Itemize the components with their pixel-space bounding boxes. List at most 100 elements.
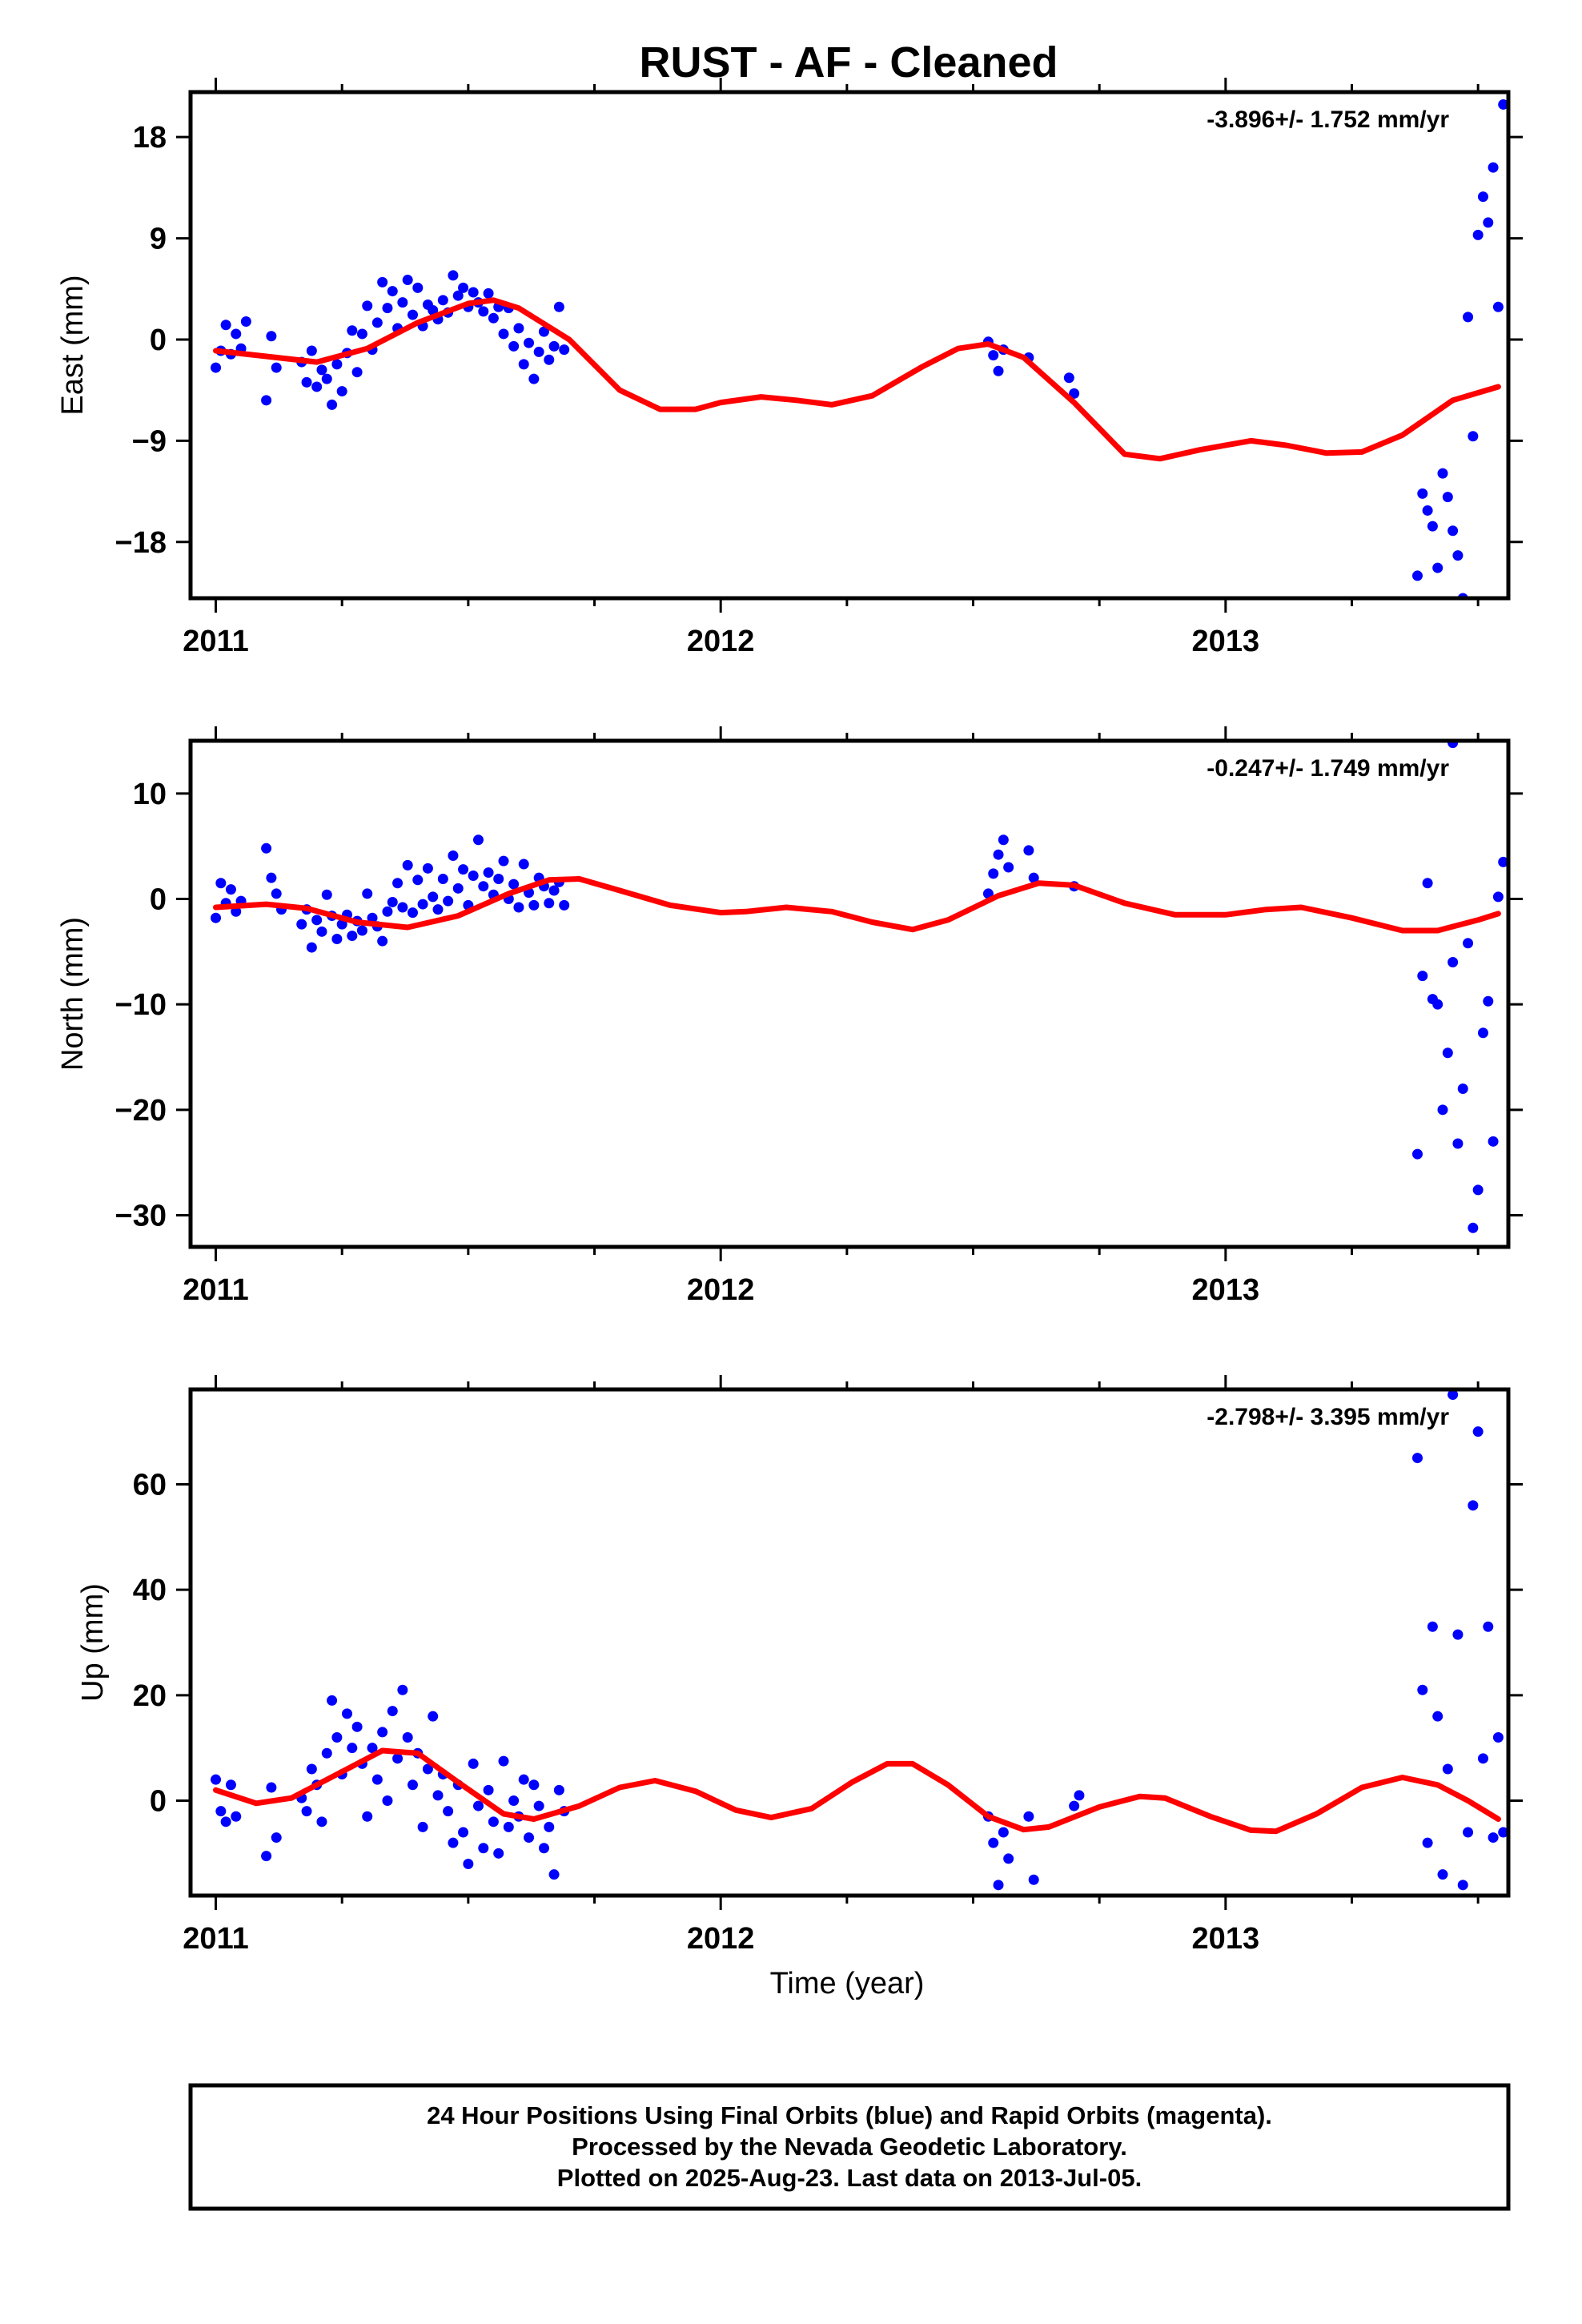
east-data-point: [437, 295, 448, 306]
east-data-point: [1417, 488, 1428, 499]
up-y-tick-label: 40: [133, 1574, 167, 1607]
east-data-point: [1422, 505, 1433, 516]
up-data-point: [428, 1711, 439, 1722]
up-plot-area: [211, 1389, 1508, 1891]
north-data-point: [1498, 856, 1508, 867]
up-data-point: [1442, 1763, 1453, 1775]
north-data-point: [1463, 938, 1474, 949]
east-data-point: [347, 325, 358, 336]
east-y-tick-label: −9: [132, 424, 167, 458]
north-data-point: [412, 875, 424, 886]
north-data-point: [452, 883, 464, 894]
east-data-point: [559, 344, 570, 356]
up-data-point: [271, 1832, 282, 1844]
north-x-tick-label: 2012: [687, 1273, 755, 1307]
east-data-point: [377, 276, 388, 287]
up-data-point: [1488, 1832, 1499, 1844]
footer-box: [188, 2083, 1511, 2211]
up-data-point: [1492, 1732, 1504, 1743]
east-data-point: [1483, 217, 1494, 228]
east-data-point: [271, 362, 282, 373]
east-data-point: [1477, 191, 1488, 203]
north-data-point: [266, 872, 277, 883]
up-panel: 2011 2012 2013 60 40 20 0 Up (mm) -2.798+/- 3.39…: [76, 1375, 1523, 1956]
east-data-point: [306, 345, 317, 356]
up-data-point: [301, 1806, 312, 1817]
north-data-point: [1457, 1084, 1468, 1094]
east-data-point: [371, 317, 383, 328]
up-data-point: [463, 1859, 474, 1869]
north-data-point: [271, 888, 282, 899]
north-data-point: [432, 904, 444, 915]
east-data-point: [407, 309, 418, 320]
east-data-point: [1411, 570, 1423, 581]
north-y-tick-label: −20: [115, 1094, 167, 1128]
east-data-point: [498, 328, 509, 340]
up-data-point: [544, 1821, 555, 1832]
up-data-point: [1437, 1869, 1448, 1880]
east-data-point: [211, 362, 222, 373]
footer-line-1: 24 Hour Positions Using Final Orbits (bl…: [427, 2101, 1272, 2129]
up-data-point: [397, 1684, 408, 1695]
east-data-point: [1427, 521, 1438, 532]
north-frame: [188, 738, 1511, 1249]
east-data-point: [524, 337, 535, 348]
up-data-point: [483, 1784, 494, 1795]
north-data-point: [513, 902, 524, 913]
east-data-point: [311, 381, 323, 392]
north-data-point: [437, 873, 448, 884]
up-data-point: [371, 1774, 383, 1785]
up-data-point: [367, 1743, 378, 1754]
east-data-point: [351, 367, 363, 378]
up-data-point: [1432, 1711, 1443, 1722]
east-data-point: [1472, 229, 1484, 240]
east-data-point: [528, 373, 540, 384]
north-data-point: [367, 912, 378, 923]
up-data-point: [548, 1869, 560, 1880]
up-data-point: [331, 1732, 343, 1743]
up-data-point: [538, 1843, 549, 1854]
up-x-tick-label: 2012: [687, 1922, 755, 1956]
east-data-point: [483, 287, 494, 299]
up-data-point: [1483, 1621, 1494, 1632]
east-data-point: [397, 297, 408, 308]
up-data-point: [524, 1832, 535, 1844]
north-x-tick-label: 2013: [1192, 1273, 1260, 1307]
up-data-point: [1457, 1880, 1468, 1891]
east-data-point: [1447, 525, 1459, 537]
up-data-point: [1023, 1811, 1034, 1822]
north-model-curve: [213, 876, 1501, 934]
north-data-point: [1432, 999, 1443, 1010]
up-data-point: [1074, 1790, 1085, 1801]
north-data-point: [387, 896, 398, 907]
up-data-point: [1422, 1837, 1433, 1848]
east-data-point: [240, 316, 251, 328]
north-data-point: [483, 867, 494, 879]
up-data-point: [1472, 1426, 1484, 1437]
north-y-tick-label: −30: [115, 1200, 167, 1233]
north-data-point: [296, 919, 307, 930]
north-panel: 2011 2012 2013 10 0 −10 −20 −30 North (mm) -0.247…: [56, 726, 1523, 1307]
up-data-point: [347, 1743, 358, 1754]
east-data-point: [382, 303, 393, 314]
north-data-point: [548, 885, 560, 896]
north-data-point: [1468, 1222, 1479, 1233]
east-x-tick-label: 2011: [183, 625, 248, 658]
north-data-point: [331, 934, 343, 945]
north-data-point: [407, 907, 418, 919]
east-data-point: [387, 286, 398, 297]
up-y-axis-label: Up (mm): [76, 1583, 110, 1702]
north-data-point: [458, 864, 469, 875]
east-data-point: [1452, 550, 1464, 561]
north-data-point: [1472, 1184, 1484, 1196]
up-data-point: [351, 1721, 363, 1732]
east-data-point: [513, 323, 524, 334]
up-data-point: [518, 1774, 529, 1785]
east-data-point: [412, 282, 424, 293]
up-data-point: [1003, 1853, 1014, 1864]
x-axis-label: Time (year): [770, 1967, 925, 2000]
north-data-point: [544, 898, 555, 909]
up-data-point: [443, 1806, 454, 1817]
north-data-point: [1447, 957, 1459, 967]
east-data-point: [488, 312, 499, 324]
